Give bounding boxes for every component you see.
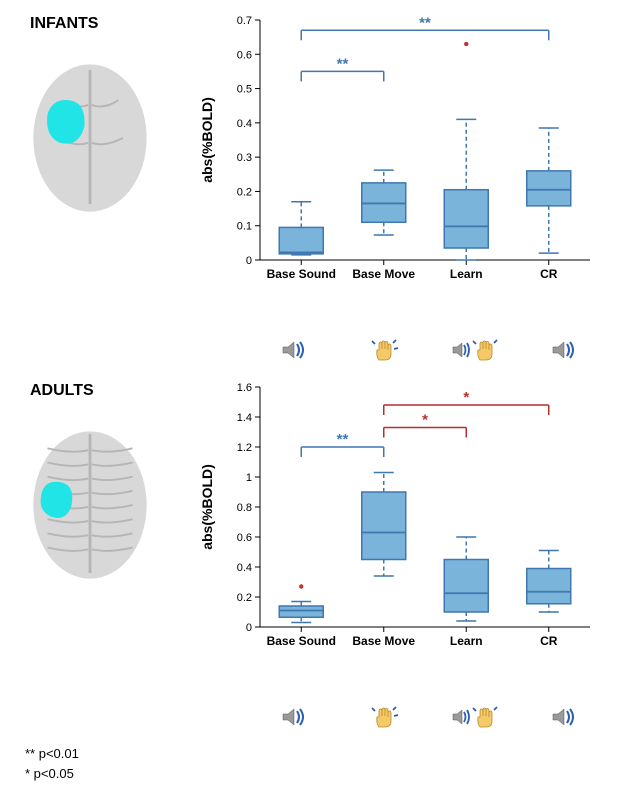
significance-legend: ** p<0.01 * p<0.05 [25, 744, 620, 783]
boxplot-chart-1: 0 0.2 0.4 0.6 0.8 1 1.2 1.4 1.6 abs(%BOLD) Base So… [190, 377, 610, 707]
svg-text:Learn: Learn [450, 634, 483, 648]
boxplot-chart-0: 0 0.1 0.2 0.3 0.4 0.5 0.6 0.7 abs(%BOLD) Base Sou… [190, 10, 610, 340]
condition-icon-sound [525, 705, 605, 734]
svg-text:0.1: 0.1 [237, 221, 252, 233]
svg-text:Base Sound: Base Sound [267, 634, 336, 648]
svg-text:CR: CR [540, 634, 558, 648]
icons-row-0 [250, 338, 610, 367]
svg-text:0: 0 [246, 255, 252, 267]
svg-text:0.6: 0.6 [237, 532, 252, 544]
svg-text:1: 1 [246, 472, 252, 484]
svg-text:**: ** [337, 431, 349, 448]
svg-text:0.2: 0.2 [237, 186, 252, 198]
svg-text:*: * [463, 389, 469, 406]
panel-title-0: INFANTS [30, 15, 98, 33]
svg-text:**: ** [419, 14, 431, 31]
svg-text:0.4: 0.4 [237, 562, 252, 574]
svg-text:1.2: 1.2 [237, 442, 252, 454]
condition-icon-sound [525, 338, 605, 367]
svg-text:abs(%BOLD): abs(%BOLD) [199, 97, 215, 183]
svg-text:Base Sound: Base Sound [267, 267, 336, 281]
brain-image-1 [20, 420, 160, 590]
svg-text:CR: CR [540, 267, 558, 281]
panel-adults: ADULTS 0 0.2 0.4 0.6 0.8 1 1.2 1.4 1.6 abs(%BOLD)… [10, 377, 620, 734]
condition-icon-sound [255, 705, 335, 734]
svg-text:1.4: 1.4 [237, 412, 252, 424]
svg-text:0.2: 0.2 [237, 592, 252, 604]
svg-text:*: * [422, 412, 428, 429]
panel-infants: INFANTS 0 0.1 0.2 0.3 0.4 0.5 0.6 0.7 abs(%BOLD)… [10, 10, 620, 367]
condition-icon-sound+move [435, 705, 515, 734]
svg-text:0.7: 0.7 [237, 15, 252, 27]
icons-row-1 [250, 705, 610, 734]
svg-text:0.3: 0.3 [237, 152, 252, 164]
condition-icon-sound+move [435, 338, 515, 367]
condition-icon-move [345, 705, 425, 734]
svg-text:1.6: 1.6 [237, 382, 252, 394]
svg-text:0.4: 0.4 [237, 118, 252, 130]
brain-image-0 [20, 53, 160, 223]
svg-text:Learn: Learn [450, 267, 483, 281]
svg-text:abs(%BOLD): abs(%BOLD) [199, 464, 215, 550]
svg-text:0.5: 0.5 [237, 84, 252, 96]
legend-line-2: * p<0.05 [25, 764, 620, 784]
svg-text:0.8: 0.8 [237, 502, 252, 514]
svg-text:0: 0 [246, 622, 252, 634]
condition-icon-sound [255, 338, 335, 367]
panel-title-1: ADULTS [30, 382, 94, 400]
condition-icon-move [345, 338, 425, 367]
svg-text:0.6: 0.6 [237, 49, 252, 61]
svg-text:**: ** [337, 55, 349, 72]
svg-text:Base Move: Base Move [352, 634, 415, 648]
svg-text:Base Move: Base Move [352, 267, 415, 281]
